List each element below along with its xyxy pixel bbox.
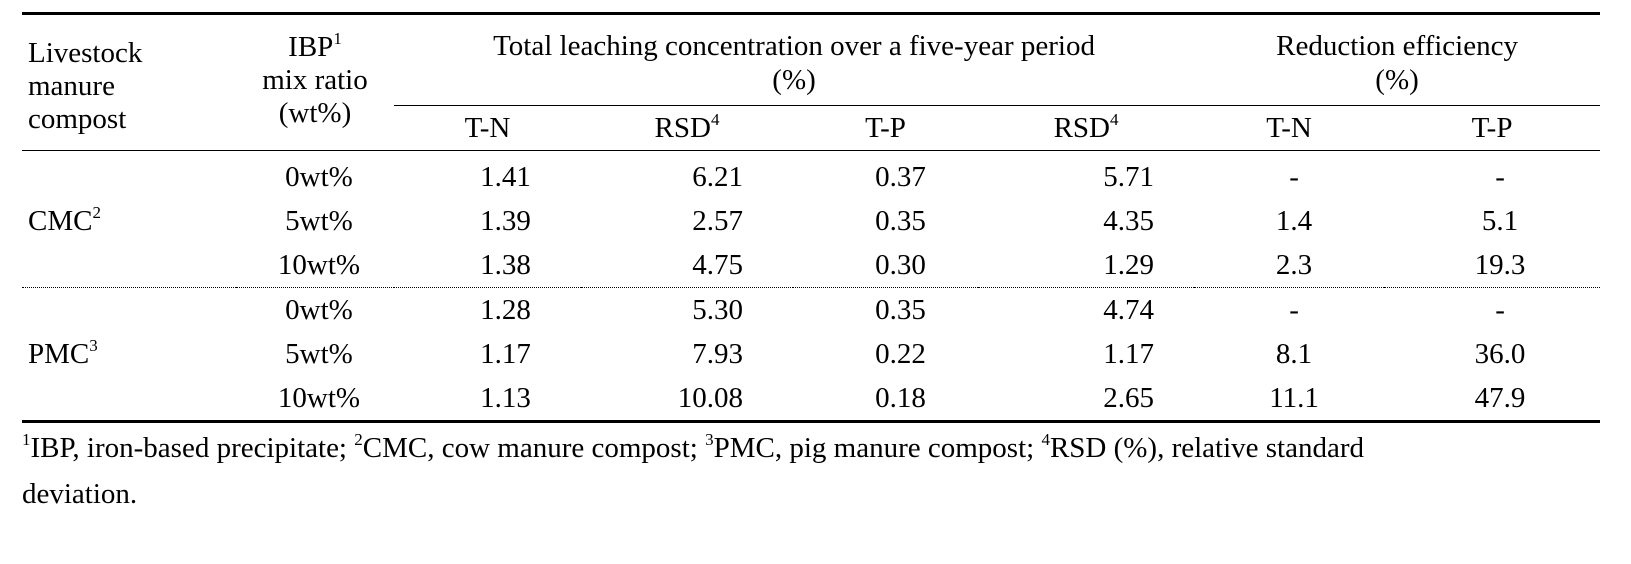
header-total-leaching: Total leaching concentration over a five… [394, 13, 1195, 106]
superscript: 4 [1109, 110, 1119, 129]
cell-tp: 0.37 [875, 161, 926, 193]
cell-rsd-tp: 4.35 [1103, 205, 1155, 237]
header-ibp-mix-ratio: IBP1 mix ratio (wt%) [236, 13, 394, 151]
cell-ratio: 0wt% [285, 161, 353, 193]
header-reduction-efficiency: Reduction efficiency (%) [1194, 13, 1601, 106]
table-row: 10wt% 1.13 10.08 0.18 2.65 11.1 47.9 [22, 376, 1601, 422]
subheader-rsd-tp: RSD4 [978, 105, 1195, 151]
cell-rsd-tn: 5.30 [692, 294, 743, 326]
subheader-label: RSD [654, 112, 711, 144]
cell-tn: 1.28 [480, 294, 531, 326]
table-row: PMC3 0wt% 1.28 5.30 0.35 4.74 - - [22, 287, 1601, 370]
cell-rsd-tp: 1.29 [1103, 249, 1155, 281]
header-line: IBP [288, 31, 334, 63]
table-row: 5wt% 1.17 7.93 0.22 1.17 8.1 36.0 [22, 332, 1600, 376]
subheader-reduction-tp: T-P [1384, 105, 1601, 151]
cell-rsd-tp: 4.74 [1103, 294, 1155, 326]
header-line: (%) [772, 64, 816, 96]
footnote-text: PMC, pig manure compost; [713, 432, 1042, 464]
header-line: Total leaching concentration over a five… [493, 30, 1095, 62]
footnote-text: IBP, iron-based precipitate; [30, 432, 355, 464]
cell-rsd-tn: 6.21 [692, 161, 743, 193]
superscript: 4 [710, 110, 720, 129]
cell-reduction-tn: 8.1 [1275, 338, 1313, 370]
subheader-tn: T-N [394, 105, 581, 151]
header-line: Livestock [28, 37, 143, 69]
cell-tp: 0.35 [875, 294, 926, 326]
footnote-marker: 2 [354, 430, 363, 449]
cell-ratio: 10wt% [277, 249, 361, 281]
subheader-reduction-tn: T-N [1194, 105, 1385, 151]
cell-rsd-tp: 1.17 [1103, 338, 1155, 370]
superscript: 1 [333, 29, 342, 48]
cell-tp: 0.30 [875, 249, 926, 281]
cell-tn: 1.38 [480, 249, 531, 281]
group-name: PMC [28, 338, 90, 370]
superscript: 2 [92, 203, 101, 222]
cell-tn: 1.39 [480, 205, 531, 237]
subheader-rsd-tn: RSD4 [581, 105, 793, 151]
header-line: mix ratio [262, 64, 368, 96]
table-container: Livestock manure compost IBP1 mix ratio … [22, 12, 1601, 517]
cell-rsd-tn: 7.93 [692, 338, 743, 370]
cell-tp: 0.22 [875, 338, 926, 370]
header-livestock-manure-compost: Livestock manure compost [22, 13, 236, 151]
cell-rsd-tn: 10.08 [677, 382, 743, 414]
table-row: 5wt% 1.39 2.57 0.35 4.35 1.4 5.1 [22, 199, 1600, 243]
cell-reduction-tp: - [1495, 161, 1505, 193]
cell-reduction-tn: - [1289, 294, 1299, 326]
cell-reduction-tp: 5.1 [1481, 205, 1519, 237]
cell-reduction-tn: 11.1 [1269, 382, 1319, 414]
group-label-pmc: PMC3 [22, 288, 236, 422]
cell-reduction-tn: 2.3 [1275, 249, 1313, 281]
subheader-tp: T-P [793, 105, 978, 151]
footnote-text: deviation. [22, 478, 138, 510]
cell-rsd-tp: 5.71 [1103, 161, 1155, 193]
table-row: 10wt% 1.38 4.75 0.30 1.29 2.3 19.3 [22, 243, 1600, 288]
subheader-label: RSD [1053, 112, 1110, 144]
cell-ratio: 5wt% [285, 338, 353, 370]
cell-tn: 1.41 [480, 161, 531, 193]
footnote-text: CMC, cow manure compost; [362, 432, 706, 464]
table-row: CMC2 0wt% 1.41 6.21 0.37 5.71 - - [22, 151, 1600, 237]
cell-rsd-tp: 2.65 [1103, 382, 1155, 414]
cell-ratio: 10wt% [277, 382, 361, 414]
cell-ratio: 5wt% [285, 205, 353, 237]
footnote-marker: 4 [1041, 430, 1050, 449]
cell-reduction-tp: 36.0 [1474, 338, 1526, 370]
cell-reduction-tp: 47.9 [1474, 382, 1526, 414]
footnote-text: RSD (%), relative standard [1049, 432, 1365, 464]
table-footnote: 1IBP, iron-based precipitate; 2CMC, cow … [22, 425, 1600, 517]
cell-reduction-tn: - [1289, 161, 1299, 193]
cell-rsd-tn: 4.75 [692, 249, 743, 281]
cell-reduction-tp: 19.3 [1474, 249, 1526, 281]
cell-ratio: 0wt% [285, 294, 353, 326]
group-label-cmc: CMC2 [22, 151, 236, 288]
header-line: Reduction efficiency [1276, 30, 1518, 62]
cell-reduction-tn: 1.4 [1275, 205, 1313, 237]
superscript: 3 [89, 336, 98, 355]
data-table: Livestock manure compost IBP1 mix ratio … [22, 12, 1601, 423]
cell-reduction-tp: - [1495, 294, 1505, 326]
footnote-marker: 3 [705, 430, 714, 449]
header-line: (wt%) [278, 97, 352, 129]
cell-tp: 0.35 [875, 205, 926, 237]
group-name: CMC [28, 205, 93, 237]
header-line: compost [28, 103, 127, 135]
header-line: manure [28, 70, 115, 102]
footnote-marker: 1 [22, 430, 31, 449]
cell-tp: 0.18 [875, 382, 926, 414]
cell-tn: 1.17 [480, 338, 531, 370]
cell-rsd-tn: 2.57 [692, 205, 743, 237]
header-line: (%) [1375, 64, 1419, 96]
cell-tn: 1.13 [480, 382, 531, 414]
